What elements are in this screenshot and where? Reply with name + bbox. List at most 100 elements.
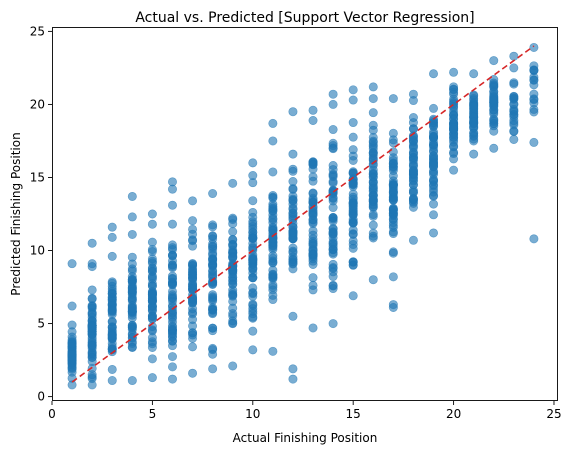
data-point [288, 364, 298, 374]
data-point [288, 177, 298, 187]
data-point [228, 289, 238, 299]
data-point [348, 201, 358, 211]
data-point [429, 137, 439, 147]
data-point [127, 212, 137, 222]
data-point [348, 95, 358, 105]
data-point [308, 219, 318, 229]
data-point [228, 213, 238, 223]
x-axis-label: Actual Finishing Position [233, 431, 378, 445]
data-point [87, 357, 97, 367]
data-point [248, 273, 258, 283]
data-point [147, 306, 157, 316]
data-point [167, 313, 177, 323]
x-tick-label: 0 [48, 407, 56, 421]
data-point [147, 272, 157, 282]
data-point [248, 196, 258, 206]
data-point [167, 219, 177, 229]
y-axis-label: Predicted Finishing Position [9, 132, 23, 295]
data-point [288, 222, 298, 232]
data-point [308, 116, 318, 126]
data-point [408, 113, 418, 123]
data-point [308, 239, 318, 249]
data-point [107, 342, 117, 352]
data-point [429, 199, 439, 209]
data-point [167, 362, 177, 372]
y-tick-label: 0 [37, 390, 45, 404]
data-point [87, 370, 97, 380]
data-point [328, 89, 338, 99]
data-point [248, 171, 258, 181]
data-point [167, 273, 177, 283]
data-point [107, 222, 117, 232]
data-point [529, 42, 539, 52]
data-point [368, 181, 378, 191]
data-point [67, 320, 77, 330]
data-point [408, 89, 418, 99]
data-point [348, 168, 358, 178]
data-point [288, 107, 298, 117]
data-point [228, 309, 238, 319]
data-point [167, 200, 177, 210]
data-point [147, 326, 157, 336]
data-point [288, 166, 298, 176]
data-point [288, 196, 298, 206]
data-point [87, 294, 97, 304]
data-point [408, 194, 418, 204]
data-point [449, 132, 459, 142]
data-point [509, 63, 519, 73]
data-point [429, 69, 439, 79]
data-point [87, 341, 97, 351]
data-point [268, 346, 278, 356]
data-point [489, 105, 499, 115]
data-point [308, 105, 318, 115]
data-point [348, 118, 358, 128]
data-point [147, 254, 157, 264]
data-point [288, 184, 298, 194]
data-point [328, 216, 338, 226]
axis-ticks: 0 5 10 15 20 25 0 5 10 15 20 25 [30, 24, 562, 421]
data-point [188, 196, 198, 206]
y-tick-label: 5 [37, 317, 45, 331]
data-point [328, 194, 338, 204]
data-point [147, 337, 157, 347]
data-point [228, 241, 238, 251]
data-point [87, 301, 97, 311]
data-point [147, 314, 157, 324]
data-point [67, 301, 77, 311]
y-tick-label: 25 [30, 24, 45, 38]
data-point [167, 374, 177, 384]
data-point [368, 120, 378, 130]
data-point [147, 373, 157, 383]
data-point [328, 177, 338, 187]
data-point [248, 326, 258, 336]
data-point [489, 143, 499, 153]
data-point [228, 265, 238, 275]
data-point [408, 235, 418, 245]
data-point [268, 136, 278, 146]
data-point [368, 108, 378, 118]
data-point [368, 275, 378, 285]
data-point [248, 254, 258, 264]
data-point [147, 209, 157, 219]
data-point [388, 138, 398, 148]
data-point [489, 121, 499, 131]
data-point [509, 92, 519, 102]
data-point [127, 252, 137, 262]
reference-line [71, 45, 535, 383]
data-point [368, 220, 378, 230]
x-tick-label: 15 [346, 407, 361, 421]
data-point [167, 177, 177, 187]
data-point [188, 259, 198, 269]
data-point [469, 91, 479, 101]
data-point [489, 95, 499, 105]
data-point [288, 149, 298, 159]
data-point [87, 259, 97, 269]
x-tick-label: 10 [245, 407, 260, 421]
data-point [388, 171, 398, 181]
data-point [308, 285, 318, 295]
data-point [368, 160, 378, 170]
data-point [328, 280, 338, 290]
data-point [208, 222, 218, 232]
data-point [429, 161, 439, 171]
